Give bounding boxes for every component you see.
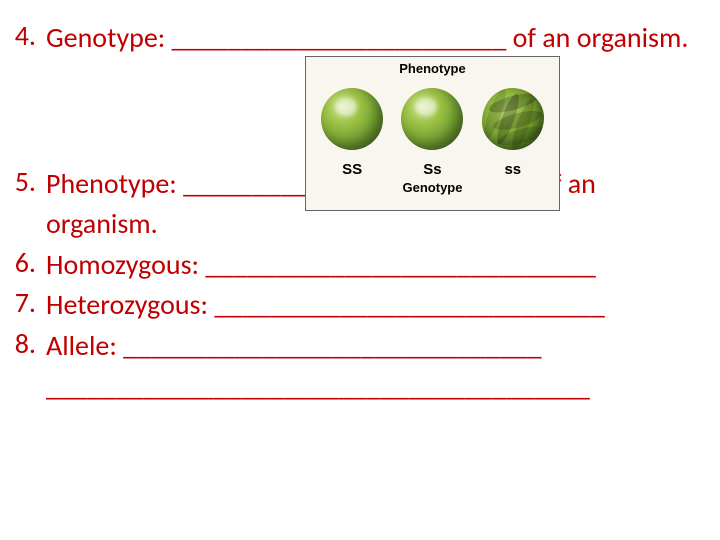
genotype-label: ss [482,161,544,178]
question-7: 7. Heterozygous: _______________________… [10,285,710,326]
term-label: Heterozygous: [46,287,214,322]
question-body: Allele: ______________________________ _… [46,326,710,407]
pea-row [306,76,559,161]
question-8: 8. Allele: _____________________________… [10,326,710,407]
genotype-labels: SS Ss ss [306,161,559,178]
question-number: 7. [10,285,46,320]
blank-line: ________________________ [172,20,507,55]
question-body: Heterozygous: __________________________… [46,285,710,326]
question-number: 6. [10,245,46,280]
pea-smooth-icon [401,88,463,150]
question-number: 8. [10,326,46,361]
figure-top-label: Phenotype [306,57,559,76]
pea-wrinkled-icon [482,88,544,150]
term-label: Homozygous: [46,247,205,282]
question-4: 4. Genotype: ________________________ of… [10,18,710,59]
pea-smooth-icon [321,88,383,150]
term-label: Genotype: [46,20,172,55]
blank-line: ____________________________ [205,247,595,282]
genotype-label: Ss [401,161,463,178]
genotype-label: SS [321,161,383,178]
figure-bottom-label: Genotype [306,178,559,195]
blank-line: ______________________________ [123,328,541,363]
question-6: 6. Homozygous: _________________________… [10,245,710,286]
term-label: Allele: [46,328,123,363]
question-body: Genotype: ________________________ of an… [46,18,710,59]
term-label: Phenotype: [46,166,183,201]
question-number: 4. [10,18,46,53]
question-number: 5. [10,164,46,199]
question-body: Homozygous: ____________________________ [46,245,710,286]
blank-line-2: _______________________________________ [46,369,590,404]
suffix-text: of an organism. [506,20,688,55]
blank-line: ____________________________ [214,287,604,322]
phenotype-genotype-figure: Phenotype SS Ss ss Genotype [305,56,560,211]
